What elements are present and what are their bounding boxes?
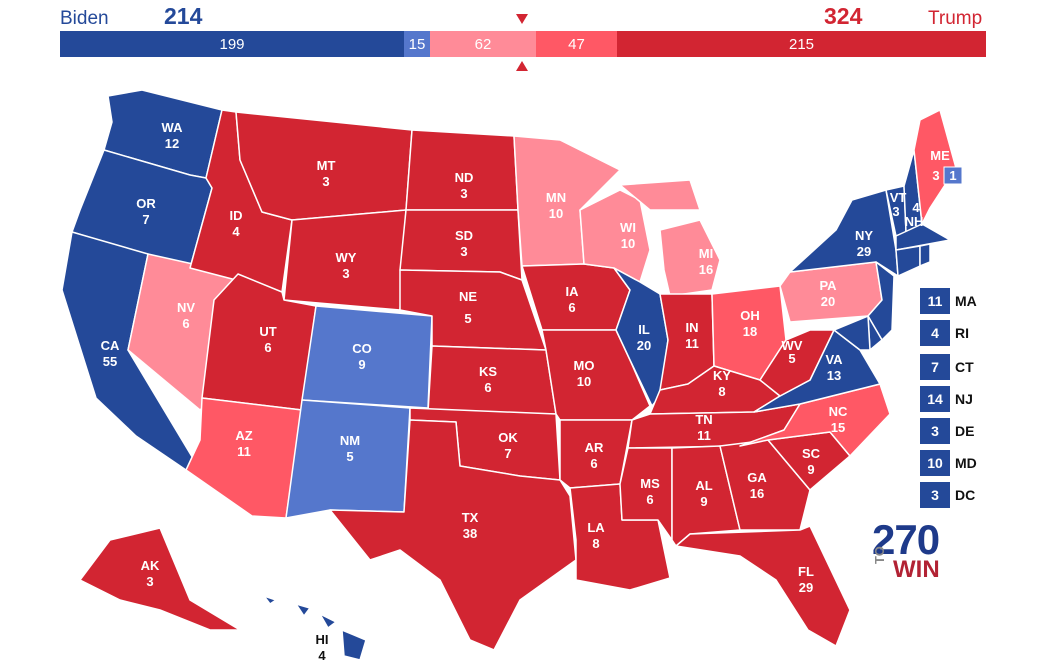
state-label-NY: NY 29 bbox=[855, 228, 873, 259]
state-label-PA: PA 20 bbox=[819, 278, 837, 309]
bar-segment-tilt-rep[interactable]: 62 bbox=[430, 31, 536, 57]
state-label-NV: NV 6 bbox=[177, 300, 195, 331]
state-NC[interactable] bbox=[739, 383, 891, 457]
small-state-box-MA[interactable]: 11 bbox=[920, 288, 950, 314]
rep-candidate-name: Trump bbox=[928, 8, 983, 29]
state-label-FL: FL 29 bbox=[798, 564, 814, 595]
state-label-MN: MN 10 bbox=[546, 190, 566, 221]
small-state-abbr-DE: DE bbox=[955, 423, 975, 439]
small-state-abbr-NJ: NJ bbox=[955, 391, 973, 407]
small-state-box-CT[interactable]: 7 bbox=[920, 354, 950, 380]
state-label-SD: SD 3 bbox=[455, 228, 473, 259]
state-label-NM: NM 5 bbox=[340, 433, 360, 464]
state-NY[interactable] bbox=[789, 189, 899, 277]
logo-number: 270 bbox=[872, 516, 940, 563]
small-state-box-DE[interactable]: 3 bbox=[920, 418, 950, 444]
state-label-ME: ME 3 bbox=[930, 148, 950, 183]
state-TX[interactable] bbox=[329, 419, 577, 651]
state-label-AL: AL 9 bbox=[695, 478, 712, 509]
majority-marker-bottom-icon bbox=[516, 61, 528, 71]
bar-segment-safe-dem[interactable]: 199 bbox=[60, 31, 404, 57]
state-KS[interactable] bbox=[427, 345, 557, 415]
state-label-VT: VT 3 bbox=[890, 190, 907, 219]
state-label-WA: WA 12 bbox=[162, 120, 184, 151]
state-CO[interactable] bbox=[301, 305, 433, 409]
state-label-SC: SC 9 bbox=[802, 446, 821, 477]
state-label-NC: NC 15 bbox=[829, 404, 848, 435]
state-label-NE: NE 5 bbox=[459, 289, 477, 326]
bar-segment-lean-rep[interactable]: 47 bbox=[536, 31, 617, 57]
state-label-TX: TX 38 bbox=[462, 510, 479, 541]
state-label-OH: OH 18 bbox=[740, 308, 760, 339]
state-label-OK: OK 7 bbox=[498, 430, 518, 461]
state-HI[interactable] bbox=[263, 595, 367, 661]
state-label-KS: KS 6 bbox=[479, 364, 497, 395]
state-MI[interactable] bbox=[619, 179, 721, 297]
small-state-box-MD[interactable]: 10 bbox=[920, 450, 950, 476]
state-label-IA: IA 6 bbox=[566, 284, 580, 315]
state-label-AK: AK 3 bbox=[141, 558, 160, 589]
state-label-KY: KY 8 bbox=[713, 368, 731, 399]
state-label-CO: CO 9 bbox=[352, 341, 372, 372]
small-state-abbr-RI: RI bbox=[955, 325, 969, 341]
state-label-AR: AR 6 bbox=[585, 440, 604, 471]
state-label-AZ: AZ 11 bbox=[235, 428, 252, 459]
state-label-WY: WY 3 bbox=[336, 250, 357, 281]
state-label-OR: OR 7 bbox=[136, 196, 156, 227]
state-label-UT: UT 6 bbox=[259, 324, 276, 355]
state-label-ID: ID 4 bbox=[230, 208, 243, 239]
small-state-box-DC[interactable]: 3 bbox=[920, 482, 950, 508]
bar-segment-lean-dem[interactable]: 15 bbox=[404, 31, 430, 57]
maine-district-box[interactable] bbox=[943, 166, 963, 185]
state-CT[interactable] bbox=[895, 245, 921, 277]
state-label-MO: MO 10 bbox=[574, 358, 595, 389]
small-state-abbr-MA: MA bbox=[955, 293, 977, 309]
small-state-box-RI[interactable]: 4 bbox=[920, 320, 950, 346]
electoral-vote-bar: 199 15 62 47 215 bbox=[60, 31, 986, 57]
state-label-IL: IL 20 bbox=[637, 322, 651, 353]
state-label-VA: VA 13 bbox=[825, 352, 843, 383]
state-label-WV: WV 5 bbox=[782, 338, 803, 366]
dem-candidate-name: Biden bbox=[60, 8, 109, 29]
state-WI[interactable] bbox=[579, 189, 651, 283]
small-state-abbr-CT: CT bbox=[955, 359, 974, 375]
small-state-box-NJ[interactable]: 14 bbox=[920, 386, 950, 412]
state-label-ND: ND 3 bbox=[455, 170, 474, 201]
state-label-WI: WI 10 bbox=[620, 220, 636, 251]
majority-marker-top-icon bbox=[516, 14, 528, 24]
state-AK[interactable] bbox=[79, 527, 241, 631]
state-label-GA: GA 16 bbox=[747, 470, 767, 501]
bar-segment-safe-rep[interactable]: 215 bbox=[617, 31, 986, 57]
state-label-TN: TN 11 bbox=[695, 412, 712, 443]
state-label-LA: LA 8 bbox=[587, 520, 605, 551]
state-label-MT: MT 3 bbox=[317, 158, 336, 189]
small-state-abbr-MD: MD bbox=[955, 455, 977, 471]
logo-to: TO bbox=[872, 546, 887, 564]
state-label-MS: MS 6 bbox=[640, 476, 660, 507]
state-label-NH: 4 NH bbox=[905, 200, 924, 229]
logo-win: WIN bbox=[893, 556, 940, 583]
dem-electoral-total: 214 bbox=[164, 3, 203, 29]
state-MD[interactable] bbox=[833, 315, 871, 351]
state-MA[interactable] bbox=[895, 223, 951, 251]
state-label-MI: MI 16 bbox=[699, 246, 713, 277]
state-label-IN: IN 11 bbox=[685, 320, 699, 351]
state-label-CA: CA 55 bbox=[101, 338, 120, 369]
state-FL[interactable] bbox=[675, 525, 851, 647]
small-state-abbr-DC: DC bbox=[955, 487, 976, 503]
maine-district-label: 1 bbox=[949, 168, 956, 183]
state-RI[interactable] bbox=[919, 243, 931, 267]
rep-electoral-total: 324 bbox=[824, 3, 863, 29]
state-label-HI: HI 4 bbox=[316, 632, 329, 663]
